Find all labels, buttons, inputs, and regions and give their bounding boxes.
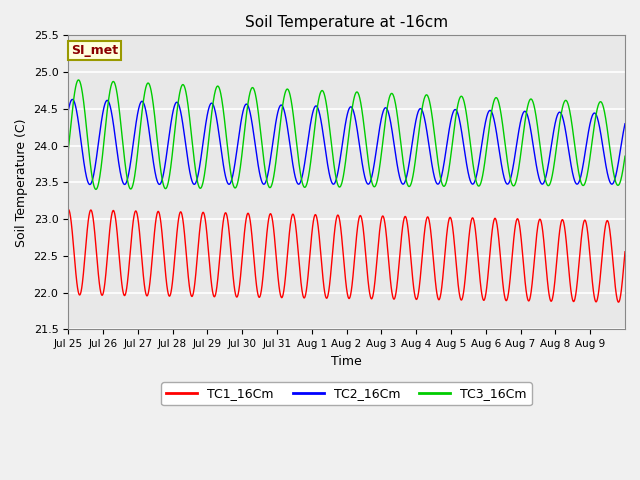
- Y-axis label: Soil Temperature (C): Soil Temperature (C): [15, 118, 28, 247]
- X-axis label: Time: Time: [332, 355, 362, 368]
- Title: Soil Temperature at -16cm: Soil Temperature at -16cm: [245, 15, 448, 30]
- Text: SI_met: SI_met: [71, 44, 118, 57]
- Legend: TC1_16Cm, TC2_16Cm, TC3_16Cm: TC1_16Cm, TC2_16Cm, TC3_16Cm: [161, 383, 532, 406]
